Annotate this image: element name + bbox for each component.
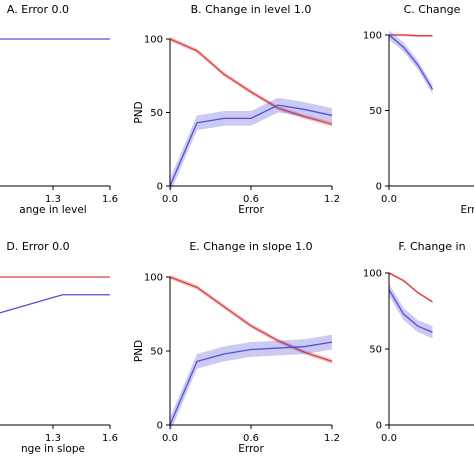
x-axis-label: Error (238, 204, 264, 216)
y-tick-label: 50 (150, 347, 163, 358)
series-line-1 (169, 276, 333, 362)
x-tick-label: 0.0 (381, 433, 397, 444)
y-tick-label: 50 (150, 108, 163, 119)
x-tick-label: 0.0 (162, 194, 178, 205)
panel-title: B. Change in level 1.0 (191, 3, 312, 16)
panel-title: A. Error 0.0 (7, 3, 69, 16)
x-tick-label: 0.6 (243, 433, 259, 444)
y-axis-label: PND (133, 340, 145, 362)
y-tick-label: 0 (376, 182, 382, 193)
series-band-2 (389, 30, 433, 94)
panel-c: 0.00 50 100 C. Change Err (363, 3, 474, 216)
panel-d: 1.3 1.6 D. Error 0.0 nge in slope (0, 240, 118, 455)
series-line-1 (389, 34, 433, 37)
x-tick-label: 1.6 (102, 194, 118, 205)
panel-title: D. Error 0.0 (6, 240, 69, 253)
x-axis-label: nge in slope (21, 443, 85, 455)
series-line-1 (388, 272, 433, 303)
x-axis-label: Error (238, 443, 264, 455)
panel-title: F. Change in (398, 240, 465, 253)
x-tick-label: 1.3 (45, 194, 61, 205)
y-tick-label: 100 (144, 35, 163, 46)
series-line-2 (0, 294, 110, 314)
x-axis-label: ange in level (19, 204, 86, 216)
panel-e: 0.0 0.6 1.2 0 50 100 E. Change in slope 1.0 Err… (133, 240, 340, 455)
y-tick-label: 50 (369, 345, 382, 356)
series-band-2 (170, 334, 332, 433)
y-axis-label: PND (133, 101, 145, 123)
x-tick-label: 1.6 (102, 433, 118, 444)
y-tick-label: 0 (157, 182, 163, 193)
x-tick-label: 0.0 (162, 433, 178, 444)
y-tick-label: 0 (376, 421, 382, 432)
x-tick-label: 1.2 (324, 433, 340, 444)
series-line-2 (169, 341, 333, 426)
series-line-2 (169, 104, 333, 187)
y-tick-label: 100 (144, 273, 163, 284)
y-tick-label: 100 (363, 31, 382, 42)
y-tick-label: 100 (363, 269, 382, 280)
panel-title: C. Change (404, 3, 461, 16)
x-axis-label: Err (460, 204, 474, 216)
panel-f: 0.00 50 100 F. Change in (363, 240, 474, 444)
series-line-1 (169, 38, 333, 125)
series-band-2 (389, 283, 433, 339)
series-line-2 (388, 289, 433, 333)
series-band-2 (170, 97, 332, 194)
panel-a: 1.3 1.6 A. Error 0.0 ange in level (0, 3, 118, 216)
x-tick-label: 1.3 (45, 433, 61, 444)
y-tick-label: 0 (157, 421, 163, 432)
panel-title: E. Change in slope 1.0 (189, 240, 312, 253)
panel-b: 0.0 0.6 1.2 0 50 100 B. Change in level 1.0 Err… (133, 3, 340, 216)
series-line-2 (388, 34, 434, 90)
x-tick-label: 0.6 (243, 194, 259, 205)
x-tick-label: 0.0 (381, 194, 397, 205)
x-tick-label: 1.2 (324, 194, 340, 205)
y-tick-label: 50 (369, 106, 382, 117)
